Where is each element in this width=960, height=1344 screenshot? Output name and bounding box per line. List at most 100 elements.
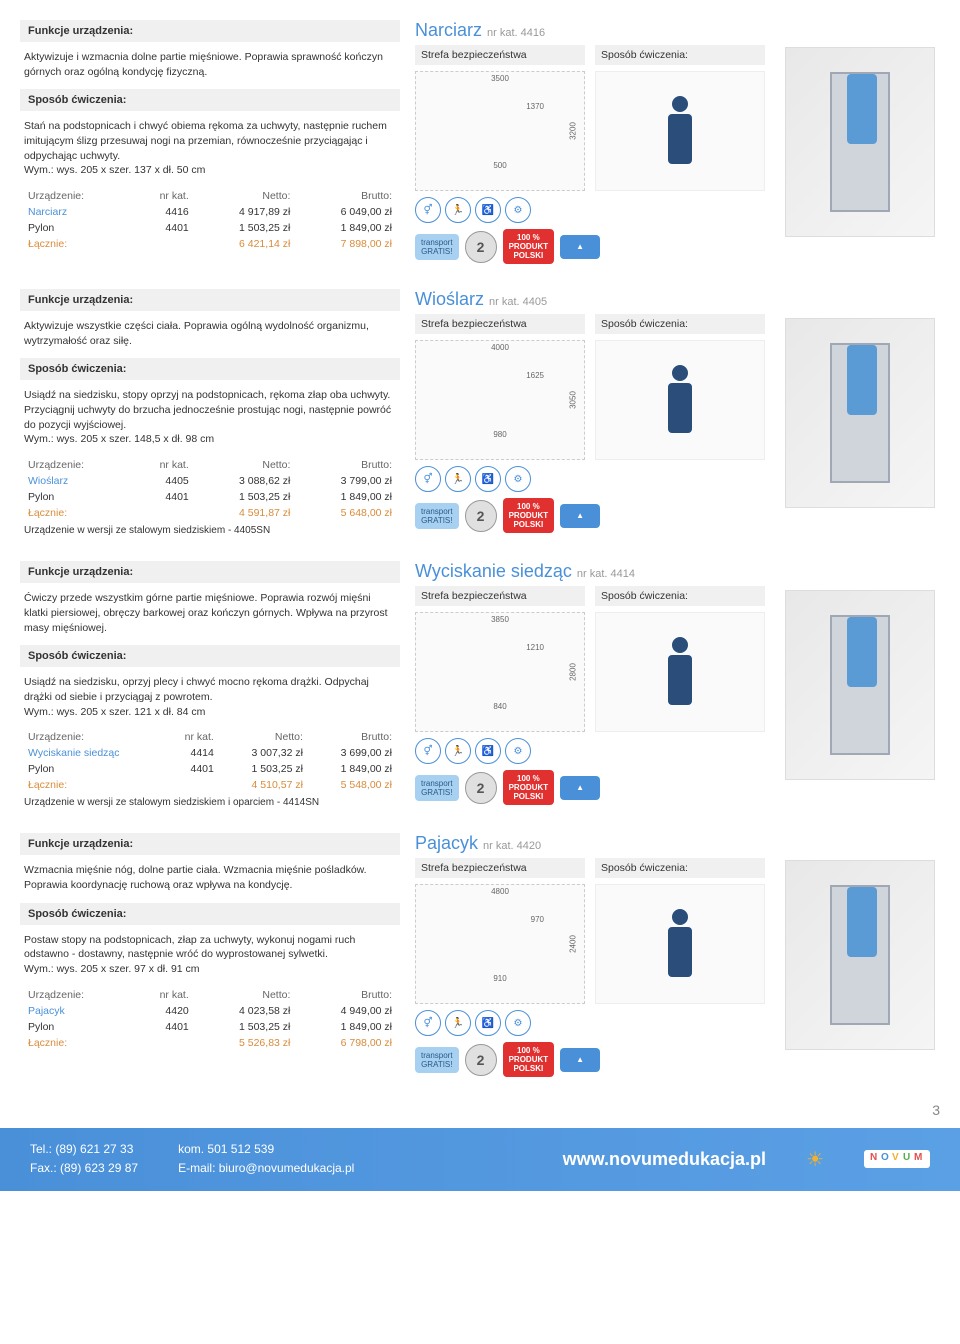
- badges: transport GRATIS!2100 % PRODUKT POLSKI▲: [415, 498, 765, 533]
- table-row: Pajacyk44204 023,58 zł4 949,00 zł: [20, 1003, 400, 1019]
- usage-icon: ⚙: [505, 197, 531, 223]
- safety-zone-diagram: 350032005001370: [415, 71, 585, 191]
- strefa-header: Strefa bezpieczeństwa: [415, 858, 585, 878]
- price-table: Urządzenie:nr kat.Netto:Brutto:Wyciskani…: [20, 729, 400, 793]
- exercise-diagram: [595, 71, 765, 191]
- price-table: Urządzenie:nr kat.Netto:Brutto:Pajacyk44…: [20, 987, 400, 1051]
- badges: transport GRATIS!2100 % PRODUKT POLSKI▲: [415, 1042, 765, 1077]
- warranty-badge: 2: [465, 500, 497, 532]
- table-total: Łącznie:4 510,57 zł5 548,00 zł: [20, 777, 400, 793]
- usage-icon: ⚥: [415, 738, 441, 764]
- footer: Tel.: (89) 621 27 33 Fax.: (89) 623 29 8…: [0, 1128, 960, 1190]
- funkcje-text: Wzmacnia mięśnie nóg, dolne partie ciała…: [20, 863, 400, 892]
- product-image: [785, 590, 935, 780]
- usage-icons: ⚥🏃♿⚙: [415, 1010, 585, 1036]
- note: Urządzenie w wersji ze stalowym siedzisk…: [20, 525, 400, 536]
- int-badge: ▲: [560, 1048, 600, 1072]
- usage-icons: ⚥🏃♿⚙: [415, 197, 585, 223]
- sposob-text: Usiądź na siedzisku, oprzyj plecy i chwy…: [20, 675, 400, 719]
- table-row: Wioślarz44053 088,62 zł3 799,00 zł: [20, 473, 400, 489]
- usage-icon: ⚥: [415, 1010, 441, 1036]
- price-table: Urządzenie:nr kat.Netto:Brutto:Wioślarz4…: [20, 457, 400, 521]
- funkcje-text: Aktywizuje wszystkie części ciała. Popra…: [20, 319, 400, 348]
- fax: Fax.: (89) 623 29 87: [30, 1159, 138, 1178]
- usage-icon: ♿: [475, 738, 501, 764]
- safety-zone-diagram: 385028008401210: [415, 612, 585, 732]
- exercise-header: Sposób ćwiczenia:: [595, 586, 765, 606]
- usage-icon: ♿: [475, 197, 501, 223]
- note: Urządzenie w wersji ze stalowym siedzisk…: [20, 797, 400, 808]
- funkcje-text: Ćwiczy przede wszystkim górne partie mię…: [20, 591, 400, 635]
- sun-icon: ☀: [806, 1147, 824, 1172]
- usage-icons: ⚥🏃♿⚙: [415, 738, 585, 764]
- usage-icon: 🏃: [445, 197, 471, 223]
- table-row: Pylon44011 503,25 zł1 849,00 zł: [20, 1019, 400, 1035]
- funkcje-header: Funkcje urządzenia:: [20, 833, 400, 855]
- polish-product-badge: 100 % PRODUKT POLSKI: [503, 498, 555, 533]
- usage-icon: ⚙: [505, 466, 531, 492]
- funkcje-text: Aktywizuje i wzmacnia dolne partie mięśn…: [20, 50, 400, 79]
- exercise-header: Sposób ćwiczenia:: [595, 314, 765, 334]
- exercise-header: Sposób ćwiczenia:: [595, 45, 765, 65]
- kom: kom. 501 512 539: [178, 1140, 354, 1159]
- page-number: 3: [0, 1102, 940, 1118]
- usage-icon: 🏃: [445, 738, 471, 764]
- warranty-badge: 2: [465, 231, 497, 263]
- product-title: Wyciskanie siedząc nr kat. 4414: [415, 561, 765, 582]
- tel: Tel.: (89) 621 27 33: [30, 1140, 138, 1159]
- email: E-mail: biuro@novumedukacja.pl: [178, 1159, 354, 1178]
- www: www.novumedukacja.pl: [563, 1149, 766, 1170]
- safety-zone-diagram: 48002400910970: [415, 884, 585, 1004]
- exercise-diagram: [595, 884, 765, 1004]
- table-total: Łącznie:4 591,87 zł5 648,00 zł: [20, 505, 400, 521]
- exercise-diagram: [595, 340, 765, 460]
- product-title: Pajacyk nr kat. 4420: [415, 833, 765, 854]
- table-row: Pylon44011 503,25 zł1 849,00 zł: [20, 761, 400, 777]
- exercise-header: Sposób ćwiczenia:: [595, 858, 765, 878]
- table-total: Łącznie:5 526,83 zł6 798,00 zł: [20, 1035, 400, 1051]
- price-table: Urządzenie:nr kat.Netto:Brutto:Narciarz4…: [20, 188, 400, 252]
- funkcje-header: Funkcje urządzenia:: [20, 289, 400, 311]
- int-badge: ▲: [560, 776, 600, 800]
- exercise-diagram: [595, 612, 765, 732]
- usage-icon: ⚙: [505, 738, 531, 764]
- usage-icon: ⚥: [415, 197, 441, 223]
- usage-icon: 🏃: [445, 466, 471, 492]
- safety-zone-diagram: 400030509801625: [415, 340, 585, 460]
- product-image: [785, 47, 935, 237]
- sposob-text: Usiądź na siedzisku, stopy oprzyj na pod…: [20, 388, 400, 447]
- badges: transport GRATIS!2100 % PRODUKT POLSKI▲: [415, 770, 765, 805]
- transport-badge: transport GRATIS!: [415, 775, 459, 801]
- sposob-header: Sposób ćwiczenia:: [20, 645, 400, 667]
- usage-icon: ⚙: [505, 1010, 531, 1036]
- transport-badge: transport GRATIS!: [415, 1047, 459, 1073]
- transport-badge: transport GRATIS!: [415, 503, 459, 529]
- product-title: Narciarz nr kat. 4416: [415, 20, 765, 41]
- table-row: Pylon44011 503,25 zł1 849,00 zł: [20, 489, 400, 505]
- usage-icon: ♿: [475, 1010, 501, 1036]
- polish-product-badge: 100 % PRODUKT POLSKI: [503, 770, 555, 805]
- polish-product-badge: 100 % PRODUKT POLSKI: [503, 229, 555, 264]
- table-row: Wyciskanie siedząc44143 007,32 zł3 699,0…: [20, 745, 400, 761]
- funkcje-header: Funkcje urządzenia:: [20, 561, 400, 583]
- usage-icon: 🏃: [445, 1010, 471, 1036]
- product-image: [785, 860, 935, 1050]
- product-image: [785, 318, 935, 508]
- product-title: Wioślarz nr kat. 4405: [415, 289, 765, 310]
- table-row: Narciarz44164 917,89 zł6 049,00 zł: [20, 204, 400, 220]
- strefa-header: Strefa bezpieczeństwa: [415, 45, 585, 65]
- sposob-text: Stań na podstopnicach i chwyć obiema ręk…: [20, 119, 400, 178]
- table-row: Pylon44011 503,25 zł1 849,00 zł: [20, 220, 400, 236]
- sposob-header: Sposób ćwiczenia:: [20, 903, 400, 925]
- usage-icons: ⚥🏃♿⚙: [415, 466, 585, 492]
- sposob-header: Sposób ćwiczenia:: [20, 89, 400, 111]
- polish-product-badge: 100 % PRODUKT POLSKI: [503, 1042, 555, 1077]
- strefa-header: Strefa bezpieczeństwa: [415, 314, 585, 334]
- table-total: Łącznie:6 421,14 zł7 898,00 zł: [20, 236, 400, 252]
- transport-badge: transport GRATIS!: [415, 234, 459, 260]
- strefa-header: Strefa bezpieczeństwa: [415, 586, 585, 606]
- warranty-badge: 2: [465, 1044, 497, 1076]
- logo: NOVUM: [864, 1150, 930, 1168]
- funkcje-header: Funkcje urządzenia:: [20, 20, 400, 42]
- usage-icon: ⚥: [415, 466, 441, 492]
